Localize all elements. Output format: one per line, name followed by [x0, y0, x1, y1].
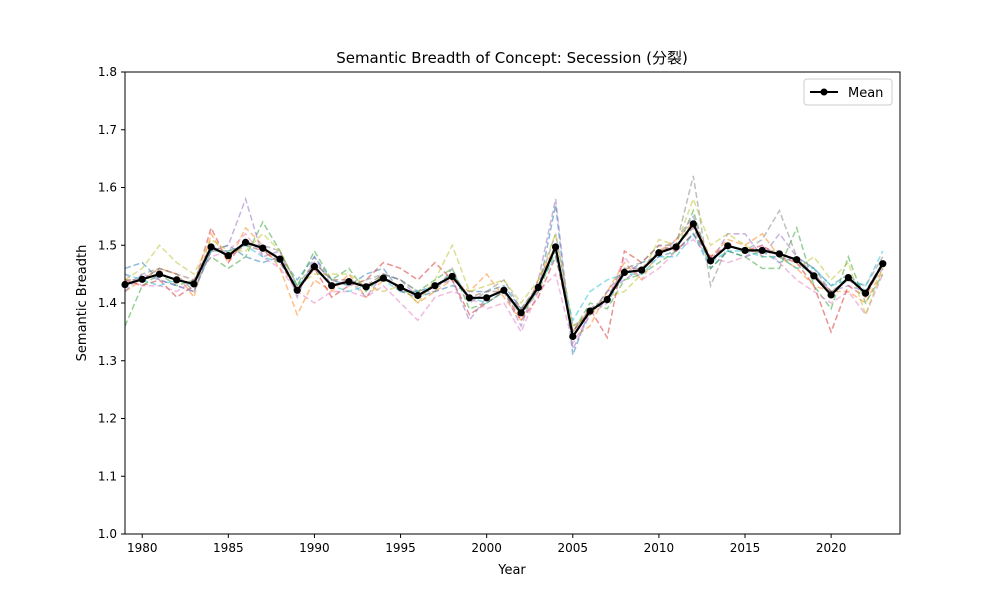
mean-point — [569, 332, 577, 341]
mean-point — [241, 238, 250, 246]
y-tick-label: 1.0 — [98, 527, 117, 541]
mean-point — [655, 249, 663, 257]
mean-point — [534, 283, 542, 292]
y-tick-label: 1.8 — [98, 65, 117, 79]
mean-point — [827, 291, 835, 299]
y-tick-label: 1.4 — [98, 296, 117, 310]
mean-point — [586, 307, 594, 315]
mean-point — [810, 272, 818, 280]
mean-point — [706, 257, 715, 265]
y-tick-label: 1.2 — [98, 412, 117, 426]
mean-point — [448, 272, 456, 281]
legend-box — [803, 78, 893, 106]
mean-point — [793, 256, 801, 264]
mean-point — [879, 260, 887, 268]
mean-point — [431, 282, 439, 290]
mean-point — [689, 220, 697, 228]
mean-point — [620, 268, 629, 276]
mean-point — [775, 250, 784, 258]
x-tick-label: 2020 — [816, 541, 847, 555]
mean-point — [207, 243, 215, 251]
mean-point — [293, 286, 301, 294]
x-tick-label: 1990 — [299, 541, 330, 555]
y-tick-label: 1.5 — [98, 238, 117, 252]
y-axis: 1.0 1.1 1.2 1.3 1.4 1.5 1.6 1.7 1.8 — [98, 65, 125, 541]
mean-point — [328, 282, 336, 290]
mean-point — [861, 289, 870, 297]
legend-mean-label: Mean — [848, 86, 883, 101]
mean-point — [603, 295, 611, 304]
x-axis-label: Year — [497, 563, 526, 578]
y-tick-label: 1.6 — [98, 181, 117, 195]
legend: Mean — [803, 78, 893, 106]
mean-point — [190, 280, 198, 288]
sample-series-line — [124, 225, 884, 340]
mean-point — [345, 278, 353, 286]
mean-point — [310, 263, 319, 271]
mean-point — [517, 309, 525, 317]
mean-point — [224, 252, 232, 260]
mean-point — [379, 274, 387, 282]
legend-mean-marker — [820, 88, 828, 96]
y-tick-label: 1.1 — [98, 469, 117, 483]
plot-area — [121, 175, 887, 356]
x-tick-label: 2000 — [471, 541, 502, 555]
y-tick-label: 1.7 — [98, 123, 117, 137]
mean-point — [758, 246, 766, 255]
sample-series-line — [124, 220, 884, 339]
mean-point — [276, 255, 284, 263]
y-tick-label: 1.3 — [98, 354, 117, 368]
mean-point — [259, 244, 267, 252]
mean-point — [724, 242, 732, 250]
x-tick-label: 2010 — [644, 541, 675, 555]
mean-point — [396, 283, 405, 292]
mean-point — [465, 294, 474, 302]
mean-point — [483, 294, 491, 302]
mean-point — [138, 275, 146, 283]
mean-point — [551, 243, 560, 251]
mean-point — [500, 286, 508, 294]
x-axis: 1980 1985 1990 1995 2000 2005 2010 2015 2020 — [127, 534, 846, 555]
sample-series-line — [124, 196, 884, 352]
sample-series-line — [124, 232, 884, 346]
mean-point — [844, 273, 852, 282]
mean-point — [173, 276, 181, 284]
x-tick-label: 2005 — [558, 541, 589, 555]
x-tick-label: 1980 — [127, 541, 158, 555]
mean-point — [155, 270, 164, 278]
sample-series-group — [124, 175, 884, 356]
x-tick-label: 2015 — [730, 541, 761, 555]
mean-series-group — [121, 220, 887, 341]
mean-point — [741, 246, 749, 255]
mean-point — [362, 283, 370, 291]
sample-series-line — [124, 196, 884, 328]
x-tick-label: 1995 — [385, 541, 416, 555]
y-axis-label: Semantic Breadth — [75, 245, 90, 362]
mean-point — [672, 243, 680, 251]
mean-point — [638, 266, 646, 274]
mean-point — [414, 291, 422, 300]
x-tick-label: 1985 — [213, 541, 244, 555]
chart-title: Semantic Breadth of Concept: Secession (… — [336, 49, 688, 67]
